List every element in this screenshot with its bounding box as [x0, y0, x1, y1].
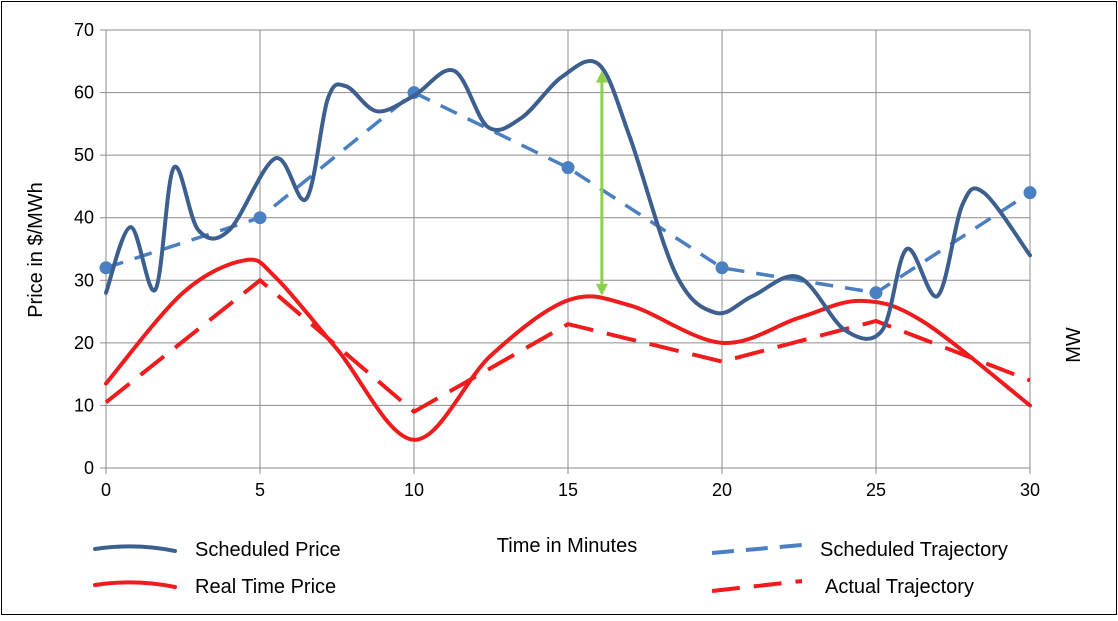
arrowhead-up	[595, 70, 608, 83]
x-tick-label: 30	[1020, 480, 1040, 500]
x-tick-label: 5	[255, 480, 265, 500]
y-tick-label: 60	[74, 83, 94, 103]
legend-swatch	[711, 579, 803, 593]
trajectory-point	[1023, 186, 1037, 200]
legend-swatch	[93, 544, 177, 553]
series-line-actual-trajectory	[104, 277, 1031, 415]
x-tick-label: 25	[866, 480, 886, 500]
x-tick-label: 0	[101, 480, 111, 500]
series-line-real-time-price	[104, 257, 1032, 442]
x-tick-label: 15	[558, 480, 578, 500]
annotation-layer	[595, 70, 608, 296]
trajectory-point	[99, 261, 113, 275]
y-tick-label: 10	[74, 395, 94, 415]
legend-swatch	[711, 543, 803, 555]
y-axis-title: Price in $/MWh	[25, 182, 47, 318]
y-tick-label: 50	[74, 145, 94, 165]
legend-label: Scheduled Trajectory	[820, 539, 1008, 561]
legend-label: Scheduled Price	[195, 539, 341, 561]
tick-labels: 0 10 20 30 40 50 60 70 0 5 10 15 20 25 30	[74, 20, 1040, 500]
trajectory-point	[869, 286, 883, 300]
y-tick-label: 30	[74, 270, 94, 290]
y-tick-label: 20	[74, 333, 94, 353]
trajectory-point	[561, 161, 575, 175]
legend-swatch	[93, 580, 177, 589]
legend: Scheduled Price Real Time Price Scheduled …	[93, 539, 1008, 598]
trajectory-point	[253, 211, 267, 225]
y-tick-label: 70	[74, 20, 94, 40]
trajectory-point	[715, 261, 729, 275]
series-layer	[99, 58, 1037, 442]
x-axis-title: Time in Minutes	[497, 535, 637, 557]
y-tick-label: 40	[74, 208, 94, 228]
legend-label: Actual Trajectory	[825, 576, 974, 598]
x-tick-label: 10	[404, 480, 424, 500]
series-line-scheduled-price	[104, 58, 1032, 341]
legend-label: Real Time Price	[195, 576, 336, 598]
arrowhead-down	[595, 283, 608, 296]
y2-axis-title: MW	[1063, 327, 1085, 363]
y-tick-label: 0	[84, 458, 94, 478]
x-tick-label: 20	[712, 480, 732, 500]
